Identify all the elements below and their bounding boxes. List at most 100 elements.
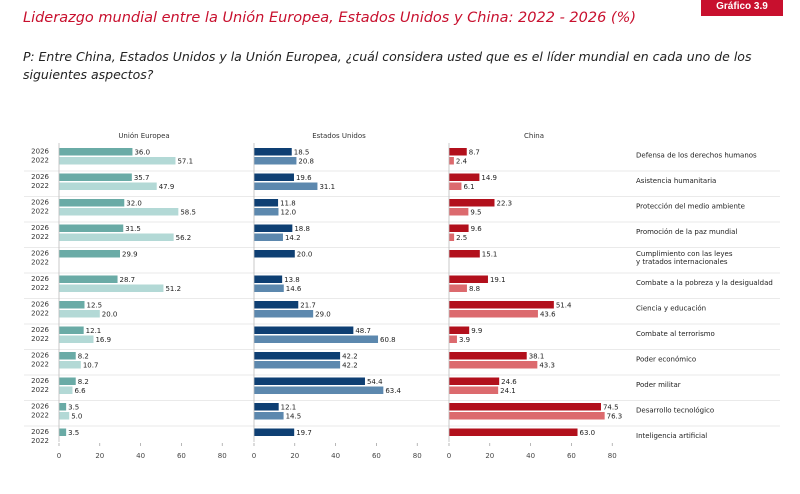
year-label-2026: 2026 <box>31 199 49 207</box>
bar-cn-2022 <box>449 182 462 190</box>
year-label-2022: 2022 <box>31 361 49 369</box>
bar-us-2022 <box>254 233 283 241</box>
category-label-cumplimiento-con-las-leyes-y-tratados-internacionales: Cumplimiento con las leyes <box>636 250 733 258</box>
category-label-proteccion-del-medio-ambiente: Protección del medio ambiente <box>636 203 745 211</box>
data-label-ue-2026: 31.5 <box>125 225 141 233</box>
data-label-us-2022: 20.8 <box>298 157 314 165</box>
data-label-ue-2026: 36.0 <box>134 148 150 156</box>
bar-ue-2022 <box>59 310 100 318</box>
bar-cn-2026 <box>449 403 601 411</box>
bar-ue-2022 <box>59 284 164 292</box>
data-label-us-2022: 63.4 <box>385 387 401 395</box>
year-label-2022: 2022 <box>31 412 49 420</box>
data-label-cn-2026: 38.1 <box>529 352 545 360</box>
bar-cn-2022 <box>449 361 538 369</box>
data-label-ue-2022: 20.0 <box>102 310 118 318</box>
data-label-cn-2026: 14.9 <box>481 174 497 182</box>
data-label-ue-2026: 29.9 <box>122 250 138 258</box>
data-label-cn-2022: 9.5 <box>470 208 481 216</box>
data-label-us-2026: 21.7 <box>300 301 316 309</box>
category-label-desarrollo-tecnologico: Desarrollo tecnológico <box>636 407 714 415</box>
bar-us-2022 <box>254 284 284 292</box>
x-tick-label: 60 <box>567 452 576 460</box>
bar-cn-2022 <box>449 284 467 292</box>
bar-ue-2026 <box>59 250 120 258</box>
bar-ue-2026 <box>59 377 76 385</box>
bar-ue-2026 <box>59 275 118 283</box>
bar-ue-2026 <box>59 326 84 334</box>
bar-ue-2026 <box>59 352 76 360</box>
year-label-2026: 2026 <box>31 403 49 411</box>
category-label-combate-a-la-pobreza-y-la-desigualdad: Combate a la pobreza y la desigualdad <box>636 279 773 287</box>
bar-us-2022 <box>254 335 379 343</box>
year-label-2026: 2026 <box>31 377 49 385</box>
year-label-2022: 2022 <box>31 233 49 241</box>
data-label-us-2022: 60.8 <box>380 336 396 344</box>
data-label-cn-2026: 63.0 <box>580 429 596 437</box>
bar-ue-2026 <box>59 301 85 309</box>
bar-ue-2022 <box>59 361 81 369</box>
year-label-2026: 2026 <box>31 275 49 283</box>
bar-cn-2026 <box>449 148 467 156</box>
bar-cn-2022 <box>449 157 454 165</box>
bar-ue-2022 <box>59 386 73 394</box>
bar-cn-2026 <box>449 326 470 334</box>
year-label-2022: 2022 <box>31 157 49 165</box>
year-label-2022: 2022 <box>31 437 49 445</box>
data-label-cn-2026: 8.7 <box>469 148 480 156</box>
data-label-cn-2026: 19.1 <box>490 276 506 284</box>
data-label-us-2026: 13.8 <box>284 276 300 284</box>
bar-us-2026 <box>254 403 279 411</box>
bar-us-2022 <box>254 310 314 318</box>
bar-cn-2026 <box>449 224 469 232</box>
bar-cn-2026 <box>449 199 495 207</box>
bar-cn-2022 <box>449 412 605 420</box>
chart-title: Liderazgo mundial entre la Unión Europea… <box>23 10 637 26</box>
bar-cn-2026 <box>449 275 488 283</box>
bar-ue-2022 <box>59 335 94 343</box>
bar-cn-2022 <box>449 310 538 318</box>
bar-us-2026 <box>254 148 292 156</box>
data-label-ue-2022: 10.7 <box>83 361 99 369</box>
data-label-cn-2022: 8.8 <box>469 285 480 293</box>
bar-ue-2026 <box>59 403 67 411</box>
bar-us-2022 <box>254 208 279 216</box>
bar-cn-2026 <box>449 173 480 181</box>
data-label-cn-2026: 24.6 <box>501 378 517 386</box>
data-label-ue-2026: 12.1 <box>86 327 102 335</box>
data-label-us-2026: 48.7 <box>355 327 371 335</box>
data-label-us-2026: 20.0 <box>297 250 313 258</box>
category-label-poder-economico: Poder económico <box>636 356 696 364</box>
data-label-us-2022: 12.0 <box>280 208 296 216</box>
data-label-us-2022: 14.6 <box>286 285 302 293</box>
bar-ue-2026 <box>59 199 125 207</box>
data-label-ue-2026: 8.2 <box>78 352 89 360</box>
bar-us-2022 <box>254 182 318 190</box>
bar-us-2026 <box>254 352 341 360</box>
x-tick-label: 40 <box>526 452 535 460</box>
bar-ue-2026 <box>59 148 133 156</box>
bar-us-2026 <box>254 173 294 181</box>
data-label-ue-2022: 6.6 <box>74 387 86 395</box>
bar-cn-2026 <box>449 352 527 360</box>
x-tick-label: 0 <box>447 452 451 460</box>
bar-ue-2026 <box>59 224 124 232</box>
year-label-2022: 2022 <box>31 386 49 394</box>
bar-us-2022 <box>254 412 284 420</box>
panel-title-union-europea: Unión Europea <box>118 132 169 140</box>
data-label-cn-2026: 51.4 <box>556 301 572 309</box>
data-label-ue-2022: 58.5 <box>180 208 196 216</box>
category-label-promocion-de-la-paz-mundial: Promoción de la paz mundial <box>636 228 737 236</box>
data-label-cn-2022: 76.3 <box>607 412 623 420</box>
bar-cn-2022 <box>449 233 455 241</box>
panel-title-china: China <box>524 132 544 140</box>
x-tick-label: 80 <box>608 452 617 460</box>
bar-cn-2022 <box>449 208 469 216</box>
x-tick-label: 0 <box>57 452 61 460</box>
bar-us-2022 <box>254 386 384 394</box>
x-tick-label: 40 <box>136 452 145 460</box>
category-label-poder-militar: Poder militar <box>636 381 681 389</box>
data-label-ue-2026: 28.7 <box>120 276 136 284</box>
data-label-cn-2026: 74.5 <box>603 403 619 411</box>
year-label-2026: 2026 <box>31 301 49 309</box>
